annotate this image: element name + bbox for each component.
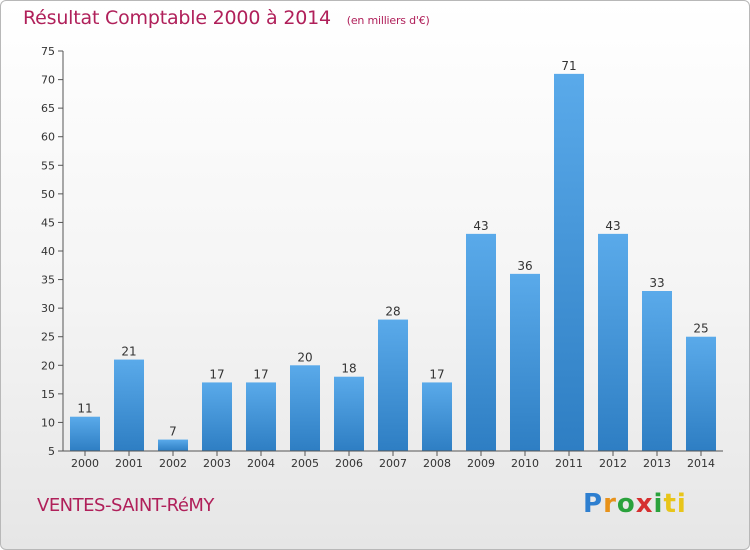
bar-value-label: 21 <box>121 345 136 359</box>
bar-value-label: 17 <box>253 367 268 381</box>
bar-value-label: 36 <box>517 259 532 273</box>
bar-value-label: 11 <box>77 402 92 416</box>
bar <box>422 382 452 451</box>
x-tick-label: 2008 <box>423 457 451 470</box>
y-tick-label: 50 <box>41 188 55 201</box>
bar-value-label: 18 <box>341 362 356 376</box>
logo-letter: o <box>616 489 636 519</box>
bar <box>598 233 628 451</box>
bar-value-label: 17 <box>209 367 224 381</box>
bars: 11 21 7 17 17 20 18 28 17 43 36 71 43 33 25 <box>70 59 716 451</box>
y-tick-label: 45 <box>41 216 55 229</box>
logo-letter: i <box>653 489 664 519</box>
x-tick-label: 2004 <box>247 457 275 470</box>
y-tick-label: 20 <box>41 359 55 372</box>
x-tick-label: 2011 <box>555 457 583 470</box>
x-tick-label: 2007 <box>379 457 407 470</box>
bar <box>158 439 188 451</box>
bar <box>378 319 408 451</box>
bar <box>202 382 232 451</box>
x-tick-label: 2002 <box>159 457 187 470</box>
bar <box>114 359 144 451</box>
x-tick-label: 2010 <box>511 457 539 470</box>
bar <box>510 273 540 451</box>
y-tick-label: 75 <box>41 45 55 58</box>
bar <box>554 73 584 451</box>
bar-value-label: 28 <box>385 305 400 319</box>
place-name: VENTES-SAINT-RéMY <box>37 495 214 516</box>
y-tick-label: 10 <box>41 416 55 429</box>
bar-value-label: 43 <box>605 219 620 233</box>
x-tick-label: 2014 <box>687 457 715 470</box>
logo-letter: r <box>603 489 617 519</box>
y-tick-label: 15 <box>41 388 55 401</box>
logo-letter: x <box>635 489 654 519</box>
x-tick-label: 2006 <box>335 457 363 470</box>
logo-letter: ti <box>663 489 687 519</box>
x-axis: 2000 2001 2002 2003 2004 2005 2006 2007 2008 2009… <box>63 450 723 470</box>
y-tick-label: 25 <box>41 331 55 344</box>
bar <box>246 382 276 451</box>
bar-value-label: 20 <box>297 350 312 364</box>
y-tick-label: 30 <box>41 302 55 315</box>
y-tick-label: 70 <box>41 74 55 87</box>
chart-title-text: Résultat Comptable 2000 à 2014 <box>23 7 331 29</box>
x-tick-label: 2001 <box>115 457 143 470</box>
y-tick-label: 40 <box>41 245 55 258</box>
y-tick-label: 5 <box>48 445 55 458</box>
y-axis: 5 10 15 20 25 30 35 40 45 50 55 60 65 70 75 <box>41 45 64 458</box>
bar-value-label: 43 <box>473 219 488 233</box>
logo-letter: P <box>583 489 604 519</box>
bar-value-label: 33 <box>649 276 664 290</box>
x-tick-label: 2013 <box>643 457 671 470</box>
bar <box>334 376 364 451</box>
bar-value-label: 17 <box>429 367 444 381</box>
bar <box>290 365 320 451</box>
y-tick-label: 60 <box>41 131 55 144</box>
y-tick-label: 65 <box>41 102 55 115</box>
x-tick-label: 2012 <box>599 457 627 470</box>
bar <box>642 291 672 451</box>
x-tick-label: 2003 <box>203 457 231 470</box>
chart-subtitle: (en milliers d'€) <box>346 14 430 27</box>
y-tick-label: 35 <box>41 274 55 287</box>
bar-value-label: 7 <box>169 425 177 439</box>
bar-value-label: 71 <box>561 59 576 73</box>
x-tick-label: 2009 <box>467 457 495 470</box>
x-tick-label: 2005 <box>291 457 319 470</box>
bar <box>686 336 716 451</box>
bar <box>466 233 496 451</box>
chart-title: Résultat Comptable 2000 à 2014 (en milli… <box>23 7 430 29</box>
bar-value-label: 25 <box>693 322 708 336</box>
bar <box>70 416 100 451</box>
x-tick-label: 2000 <box>71 457 99 470</box>
y-tick-label: 55 <box>41 159 55 172</box>
proxiti-logo: Proxiti <box>583 489 687 519</box>
